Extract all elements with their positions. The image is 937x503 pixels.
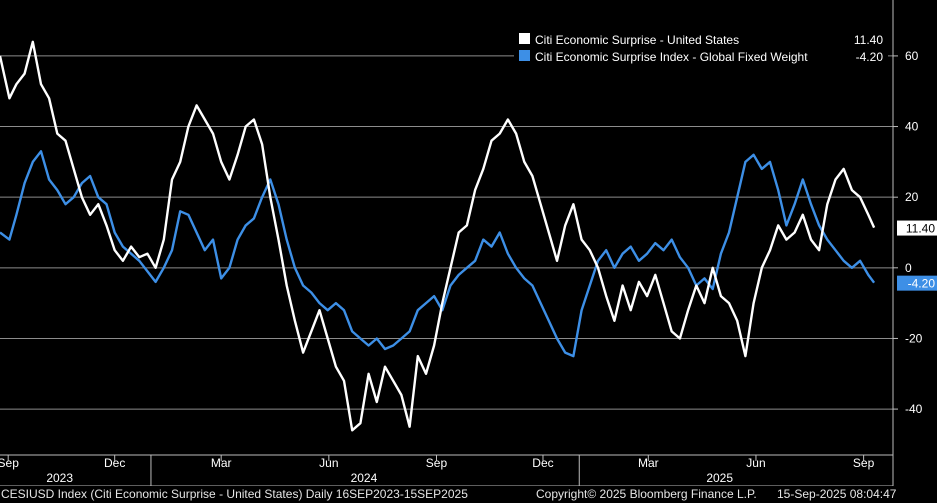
legend: Citi Economic Surprise - United States 1… xyxy=(514,29,888,66)
x-year-label: 2024 xyxy=(351,471,378,485)
y-tick-label: 60 xyxy=(905,49,919,63)
last-value-tag-us xyxy=(897,220,937,236)
y-tick-label: 0 xyxy=(905,261,912,275)
y-tick-label: 20 xyxy=(905,190,919,204)
x-tick-label: Jun xyxy=(319,456,338,470)
legend-label-us: Citi Economic Surprise - United States xyxy=(535,33,739,47)
series-line-global xyxy=(0,150,876,358)
legend-background xyxy=(514,29,888,66)
gridlines xyxy=(0,55,893,410)
axes: -40 -20 0 20 40 60 Sep Dec Mar Jun Sep Dec Mar Jun Sep… xyxy=(0,0,937,486)
legend-swatch-us xyxy=(519,33,530,44)
legend-swatch-global xyxy=(519,50,530,61)
last-value-label-global: -4.20 xyxy=(908,277,936,291)
series-lines xyxy=(0,40,876,432)
legend-value-us: 11.40 xyxy=(854,33,883,47)
x-tick-label: Dec xyxy=(104,456,125,470)
x-tick-label: Dec xyxy=(532,456,553,470)
x-year-label: 2023 xyxy=(46,471,73,485)
x-tick-label: Jun xyxy=(746,456,765,470)
x-tick-label: Sep xyxy=(853,456,875,470)
last-value-label-us: 11.40 xyxy=(906,222,935,236)
y-tick-label: 40 xyxy=(905,120,919,134)
x-tick-label: Sep xyxy=(426,456,448,470)
footer-timestamp: 15-Sep-2025 08:04:47 xyxy=(777,487,897,501)
x-year-label: 2025 xyxy=(706,471,733,485)
footer-copyright: Copyright© 2025 Bloomberg Finance L.P. xyxy=(536,487,757,501)
last-value-tag-global xyxy=(897,275,937,291)
y-tick-label: -20 xyxy=(905,331,923,345)
footer: CESIUSD Index (Citi Economic Surprise - … xyxy=(0,486,937,503)
series-line-us xyxy=(0,40,876,432)
legend-value-global: -4.20 xyxy=(856,50,884,64)
legend-label-global: Citi Economic Surprise Index - Global Fi… xyxy=(535,50,808,64)
x-tick-label: Mar xyxy=(638,456,659,470)
x-tick-label: Sep xyxy=(0,456,19,470)
footer-ticker-info: CESIUSD Index (Citi Economic Surprise - … xyxy=(1,487,468,501)
y-tick-label: -40 xyxy=(905,402,923,416)
chart-area: -40 -20 0 20 40 60 Sep Dec Mar Jun Sep Dec Mar Jun Sep… xyxy=(0,0,937,486)
x-tick-label: Mar xyxy=(211,456,232,470)
